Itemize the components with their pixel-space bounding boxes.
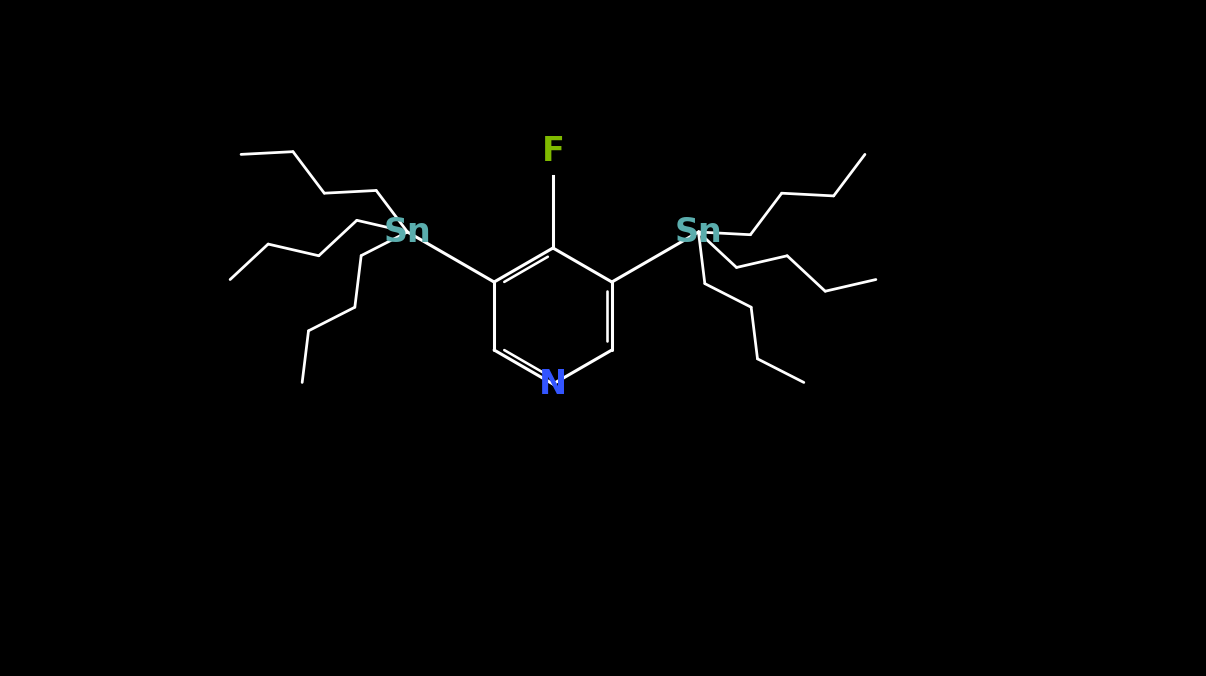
Text: F: F bbox=[541, 135, 564, 168]
Text: Sn: Sn bbox=[384, 216, 432, 249]
Text: Sn: Sn bbox=[674, 216, 722, 249]
Text: N: N bbox=[539, 368, 567, 400]
